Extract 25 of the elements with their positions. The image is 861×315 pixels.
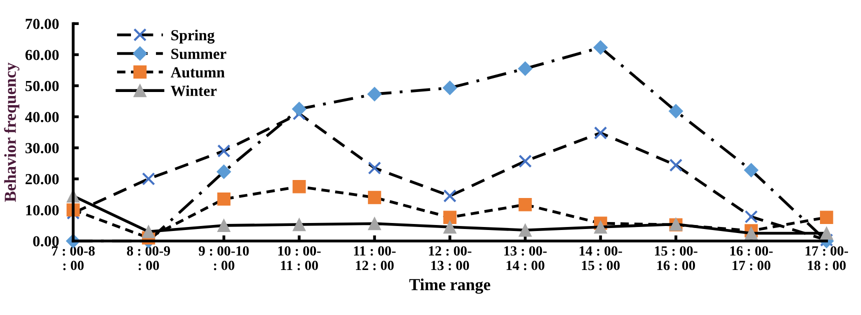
x-tick-label: 13 : 00- 14 : 00 [504, 246, 547, 270]
x-tick-label: 17 : 00- 18 : 00 [806, 246, 848, 270]
x-axis-title: Time range [409, 278, 490, 294]
legend-label: Winter [170, 85, 217, 96]
y-tick-label: 30.00 [25, 142, 59, 154]
y-tick-label: 50.00 [26, 80, 59, 92]
x-tick-label: 14 : 00- 15 : 00 [580, 246, 622, 270]
legend-label: Summer [171, 48, 226, 60]
y-tick-label: 70.00 [26, 18, 59, 30]
y-tick-label: 20.00 [26, 174, 59, 184]
x-tick-label: 7 : 00-8 : 00 [52, 246, 95, 270]
x-tick-label: 10 : 00- 11 : 00 [278, 246, 321, 270]
y-tick-label: 40.00 [25, 112, 59, 122]
y-tick-label: 10.00 [26, 205, 59, 216]
y-axis-title: Behavior frequency [4, 62, 20, 202]
legend-label: Spring [171, 30, 215, 44]
x-tick-label: 9 : 00-10 : 00 [198, 246, 249, 270]
x-tick-label: 15 : 00- 16 : 00 [655, 246, 698, 270]
x-tick-label: 16 : 00- 17 : 00 [730, 246, 773, 270]
y-tick-label: 60.00 [25, 50, 59, 60]
x-tick-label: 12 : 00- 13 : 00 [429, 246, 472, 270]
y-tick-label: 0.00 [33, 236, 59, 246]
legend-label: Autumn [170, 67, 225, 78]
x-tick-label: 11 : 00- 12 : 00 [354, 246, 396, 270]
x-tick-label: 8 : 00-9 : 00 [127, 246, 170, 270]
